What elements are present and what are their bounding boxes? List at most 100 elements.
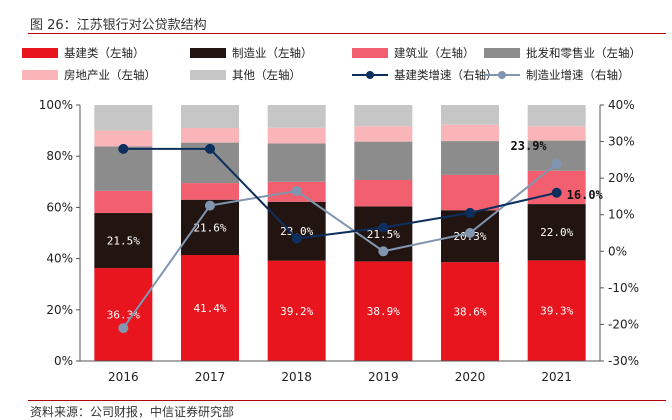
bar-segment [354,261,413,361]
series-line [123,147,557,240]
bar-segment [527,105,586,127]
bar-value-label: 39.3% [540,305,573,318]
bar-segment [441,105,499,125]
y-right-tick-label: -20% [608,317,639,331]
bar-segment [181,128,239,143]
bar-value-label: 23.0% [280,225,313,238]
series-point [465,228,475,238]
y-right-tick-label: 40% [608,98,635,112]
bar-value-label: 21.6% [193,221,226,234]
bar-segment [267,143,326,182]
legend-swatch [22,48,58,58]
series-point [205,143,215,154]
source-rule [28,400,666,401]
bar-segment [354,126,413,142]
y-right-tick-label: -10% [608,281,639,295]
legend: 基建类（左轴） 制造业（左轴） 建筑业（左轴） 批发和零售业（左轴） 房地产业（左轴） 其… [22,44,670,88]
legend-line-marker [484,69,520,81]
legend-item: 房地产业（左轴） [22,66,156,84]
bar-value-label: 22.0% [540,226,573,239]
bar-segment [181,255,239,361]
title-rule [28,33,666,34]
legend-label: 房地产业（左轴） [64,68,156,82]
legend-label: 建筑业（左轴） [394,46,475,60]
bar-segment [267,201,326,261]
legend-label: 批发和零售业（左轴） [526,46,641,60]
y-left-tick-label: 60% [46,200,73,214]
bar-segment [94,213,153,269]
series-point [291,185,302,196]
series-point [118,143,129,154]
y-right-tick-label: 20% [608,171,635,185]
bar-segment [181,183,239,200]
legend-item: 制造业（左轴） [190,44,313,62]
y-left-tick-label: 20% [46,303,73,317]
y-right-tick-label: -30% [608,354,639,368]
legend-swatch [190,70,226,80]
x-tick-label: 2016 [108,370,139,384]
bar-segment [441,174,499,211]
bar-segment [354,105,413,127]
bar-value-label: 21.5% [367,228,400,241]
series-point [465,207,475,218]
legend-swatch [484,48,520,58]
bar-value-label: 38.9% [367,305,400,318]
bar-segment [94,268,153,361]
series-line [122,163,558,329]
bar-value-label: 39.2% [280,305,313,318]
bar-value-label: 38.6% [453,306,486,319]
bar-segment [527,126,586,141]
bar-segment [94,190,153,214]
bar-value-label: 21.5% [107,235,140,248]
point-value-label: 23.9% [511,139,548,153]
bar-segment [441,124,499,142]
y-right-tick-label: 30% [608,135,635,149]
legend-label: 制造业增速（右轴） [526,68,630,82]
legend-item: 其他（左轴） [190,66,301,84]
series-point [291,233,302,244]
legend-item: 制造业增速（右轴） [484,66,630,84]
bar-segment [354,141,413,181]
bar-segment [527,260,586,361]
point-value-label: 16.0% [567,188,604,202]
source-note: 资料来源：公司财报，中信证券研究部 [30,405,235,419]
x-tick-label: 2019 [368,370,399,384]
y-left-tick-label: 80% [46,149,73,163]
legend-item: 批发和零售业（左轴） [484,44,641,62]
legend-label: 制造业（左轴） [232,46,313,60]
y-left-tick-label: 40% [46,252,73,266]
bar-segment [94,105,153,131]
x-tick-label: 2020 [455,370,486,384]
bar-segment [267,127,326,144]
y-right-tick-label: 10% [608,208,635,222]
bar-segment [441,141,499,175]
bar-value-label: 41.4% [193,302,226,315]
legend-swatch [352,48,388,58]
chart-title: 图 26：江苏银行对公贷款结构 [30,18,207,33]
series-point [378,246,389,257]
series-point [551,158,562,169]
bar-segment [527,170,586,205]
series-point [378,222,389,233]
series-point [205,200,215,211]
y-right-tick-label: 0% [608,244,627,258]
bar-segment [94,130,153,147]
series-point [551,187,562,198]
bar-segment [267,105,326,128]
y-left-tick-label: 100% [39,98,73,112]
x-tick-label: 2017 [195,370,226,384]
bar-segment [181,105,239,129]
legend-item: 基建类增速（右轴） [352,66,498,84]
legend-swatch [190,48,226,58]
x-tick-label: 2021 [541,370,572,384]
legend-label: 基建类（左轴） [64,46,145,60]
legend-line-marker [352,69,388,81]
bar-segment [441,262,499,361]
bar-value-label: 36.3% [107,309,140,322]
legend-swatch [22,70,58,80]
legend-label: 基建类增速（右轴） [394,68,498,82]
x-tick-label: 2018 [281,370,312,384]
legend-label: 其他（左轴） [232,68,301,82]
legend-item: 建筑业（左轴） [352,44,475,62]
